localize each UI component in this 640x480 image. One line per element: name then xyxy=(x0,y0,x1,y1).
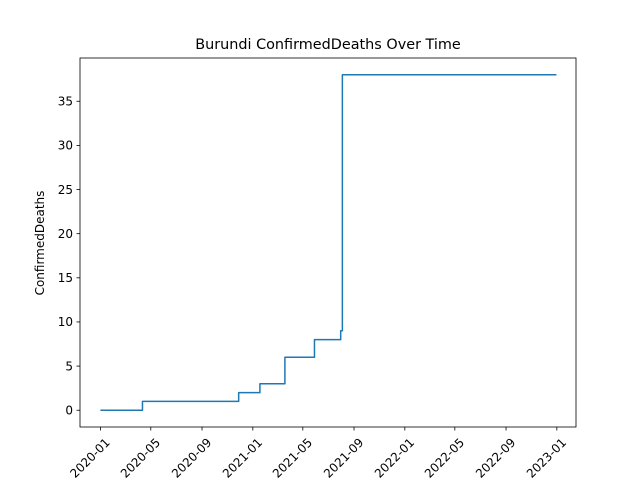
chart-title: Burundi ConfirmedDeaths Over Time xyxy=(195,37,461,53)
y-tick-label: 5 xyxy=(65,359,73,373)
y-tick-label: 10 xyxy=(58,315,73,329)
y-tick-label: 20 xyxy=(58,227,73,241)
y-tick-label: 30 xyxy=(58,139,73,153)
y-tick-label: 15 xyxy=(58,271,73,285)
y-tick-label: 35 xyxy=(58,95,73,109)
y-tick-label: 0 xyxy=(65,404,73,418)
y-tick-label: 25 xyxy=(58,183,73,197)
series-line xyxy=(100,74,557,411)
y-axis-label: ConfirmedDeaths xyxy=(33,191,47,296)
plot-frame xyxy=(79,57,577,428)
